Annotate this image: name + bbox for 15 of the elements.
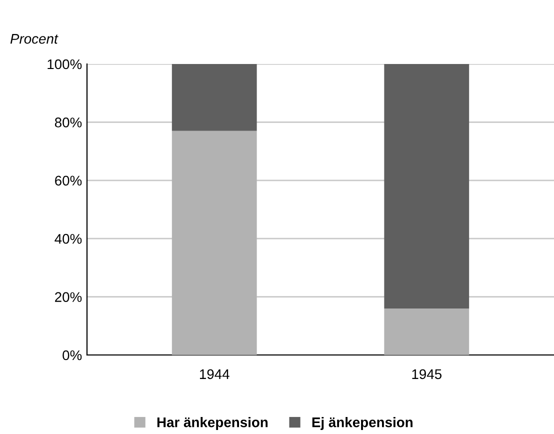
bar [384, 308, 470, 355]
y-tick-label: 100% [48, 59, 82, 70]
y-tick-label: 20% [55, 292, 82, 302]
legend-label: Ej änkepension [312, 417, 412, 430]
y-axis-title: Procent [10, 34, 58, 44]
x-tick-label: 1945 [412, 369, 442, 380]
x-tick-label: 1944 [200, 369, 230, 380]
y-tick-label: 40% [54, 234, 82, 244]
bar [384, 64, 470, 308]
y-tick-label: 0% [62, 350, 82, 360]
legend-label: Har änkepension [157, 417, 268, 430]
y-tick-label: 60% [55, 176, 82, 186]
bar [172, 64, 257, 131]
y-tick-label: 80% [54, 118, 82, 128]
bar [172, 130, 257, 355]
